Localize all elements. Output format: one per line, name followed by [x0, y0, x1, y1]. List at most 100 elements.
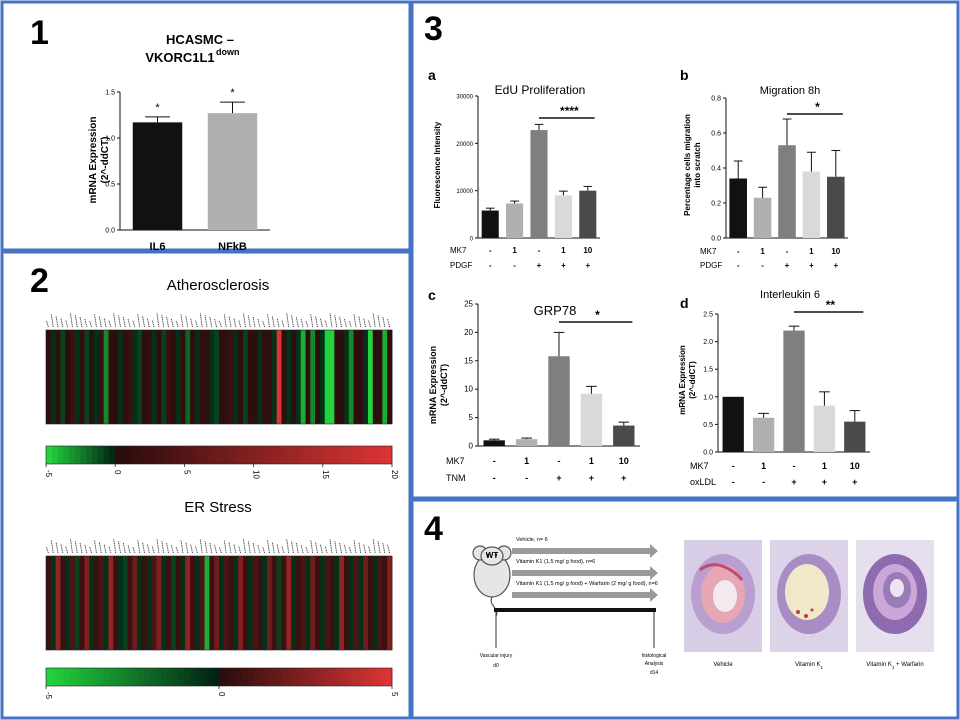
- timeline-right-line1: histological: [642, 653, 667, 659]
- scale-segment: [265, 446, 272, 464]
- category-label: NFkB: [218, 241, 247, 253]
- heatmap-cell: [190, 330, 196, 424]
- treatment-row-1-value: -: [737, 247, 740, 256]
- heatmap-cell: [161, 556, 167, 650]
- treatment-row-1-value: 1: [760, 247, 765, 256]
- panel-1-border: [0, 0, 412, 252]
- heatmap-cell: [194, 330, 201, 424]
- heatmap-cell: [60, 330, 66, 424]
- scale-tick-label: 5: [182, 470, 191, 475]
- timeline-right-line3: d14: [650, 670, 659, 676]
- y-tick-label: 20: [464, 328, 473, 337]
- heatmap-cell: [358, 556, 364, 650]
- scale-segment: [138, 668, 145, 686]
- treatment-row-1-value: -: [538, 246, 541, 255]
- treatment-row-2-value: -: [493, 473, 496, 483]
- treatment-arrows: [512, 544, 658, 602]
- scale-segment: [178, 668, 185, 686]
- scale-segment: [322, 446, 329, 464]
- scale-segment: [253, 446, 260, 464]
- gene-label-mark: [218, 320, 222, 328]
- scale-segment: [380, 668, 387, 686]
- treatment-row-2-value: +: [585, 261, 590, 270]
- heatmap-cell: [185, 556, 191, 650]
- scale-segment: [357, 446, 364, 464]
- treatment-row-2-value: +: [822, 477, 827, 487]
- bar: [729, 178, 747, 238]
- gene-label-mark: [166, 316, 169, 328]
- scale-segment: [46, 668, 53, 686]
- arrow-vehicle: [512, 544, 658, 558]
- scale-segment: [92, 446, 99, 464]
- bar: [613, 425, 635, 446]
- y-tick-label: 0.0: [711, 236, 721, 243]
- gene-label-mark: [108, 545, 112, 554]
- y-tick-label: 10000: [456, 189, 473, 195]
- heatmap-cell: [46, 330, 52, 424]
- y-tick-label: 0.4: [711, 166, 721, 173]
- heatmap-cell: [50, 556, 57, 650]
- gene-label-mark: [146, 543, 150, 554]
- subpanel-a-title: EdU Proliferation: [495, 83, 586, 97]
- histology-vehicle-image: [684, 540, 762, 652]
- heatmap-1: [45, 329, 393, 425]
- gene-label-mark: [300, 318, 304, 328]
- scale-segment: [80, 446, 87, 464]
- treatment-row-1-value: 1: [761, 461, 766, 471]
- histology-caption: Vehicle: [713, 662, 733, 668]
- heatmap-cell: [353, 556, 359, 650]
- scale-segment: [69, 668, 76, 686]
- treatment-row-1-value: -: [786, 247, 789, 256]
- gene-label-mark: [118, 314, 121, 328]
- panel-3-number: 3: [424, 10, 443, 48]
- treatment-row-2-value: -: [761, 261, 764, 270]
- heatmap-1-title: Atherosclerosis: [167, 277, 270, 294]
- gene-label-mark: [358, 315, 362, 328]
- arrow-vitamin-k1: [512, 566, 658, 580]
- scale-segment: [57, 446, 64, 464]
- heatmap-cell: [310, 330, 316, 424]
- gene-label-mark: [223, 313, 227, 328]
- treatment-row-2-label: PDGF: [700, 261, 722, 270]
- gene-label-mark: [339, 542, 342, 554]
- treatment-row-1-label: MK7: [450, 246, 467, 255]
- gene-label-mark: [339, 316, 342, 328]
- heatmap-cell: [194, 556, 201, 650]
- bar: [481, 210, 499, 238]
- treatment-row-2-value: -: [513, 261, 516, 270]
- treatment-row-1-value: 1: [589, 456, 594, 466]
- scale-segment: [293, 446, 301, 464]
- gene-label-mark: [310, 539, 314, 554]
- scale-segment: [386, 668, 393, 686]
- y-tick-label: 0.0: [703, 450, 713, 457]
- panel-1-title-sup: down: [216, 47, 240, 57]
- gene-label-mark: [363, 543, 367, 554]
- gene-label-mark: [223, 539, 227, 554]
- gene-label-mark: [185, 315, 189, 328]
- heatmap-cell: [276, 330, 282, 424]
- heatmap-cell: [329, 330, 335, 424]
- gene-label-mark: [242, 312, 246, 328]
- gene-label-mark: [94, 539, 97, 554]
- heatmap-cell: [122, 556, 129, 650]
- treatment-row-1-value: 1: [809, 247, 814, 256]
- histology-caption: Vitamin K1: [795, 662, 824, 670]
- gene-label-mark: [122, 316, 126, 328]
- heatmap-cell: [94, 330, 100, 424]
- heatmap-cell: [382, 330, 388, 424]
- gene-label-mark: [329, 538, 333, 554]
- heatmap-cell: [175, 330, 181, 424]
- scale-segment: [103, 446, 110, 464]
- heatmap-frame: [45, 555, 393, 651]
- heatmap-cell: [233, 330, 239, 424]
- scale-segment: [97, 668, 105, 686]
- significance-star: *: [155, 102, 160, 114]
- gene-label-mark: [84, 544, 88, 554]
- y-tick-label: 25: [464, 300, 473, 309]
- heatmap-cell: [219, 556, 225, 650]
- gene-label-mark: [353, 313, 357, 328]
- gene-label-mark: [324, 319, 328, 328]
- gene-label-mark: [209, 542, 213, 554]
- heatmap-cell: [156, 330, 162, 424]
- heatmap-cell: [315, 330, 321, 424]
